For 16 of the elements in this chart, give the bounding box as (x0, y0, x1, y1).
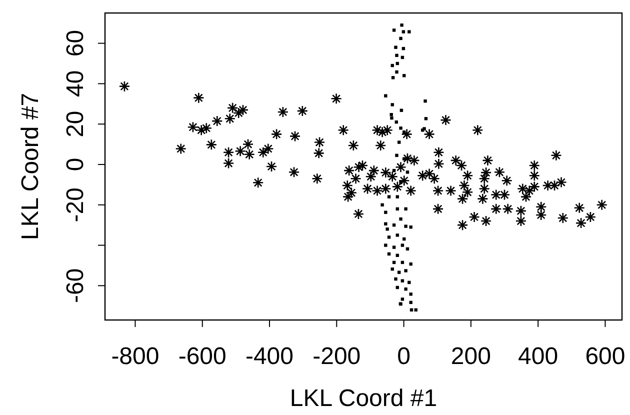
x-tick-label: -600 (178, 343, 226, 370)
y-tick-label: 0 (62, 158, 89, 172)
x-tick-label: 0 (397, 343, 410, 370)
x-tick-label: -200 (312, 343, 361, 370)
y-tick-label: -20 (62, 188, 89, 222)
y-axis-title: LKL Coord #7 (17, 92, 44, 240)
y-tick-label: -60 (62, 268, 89, 304)
y-tick-label: 40 (62, 70, 89, 98)
x-tick-label: -800 (111, 343, 160, 370)
x-axis-title: LKL Coord #1 (290, 385, 438, 412)
x-tick-label: 400 (518, 343, 558, 370)
y-tick-label: 20 (62, 110, 89, 138)
x-tick-label: 200 (450, 343, 491, 370)
y-tick-label: 60 (62, 30, 89, 57)
x-tick-label: -400 (245, 343, 294, 370)
x-tick-label: 600 (585, 343, 626, 370)
